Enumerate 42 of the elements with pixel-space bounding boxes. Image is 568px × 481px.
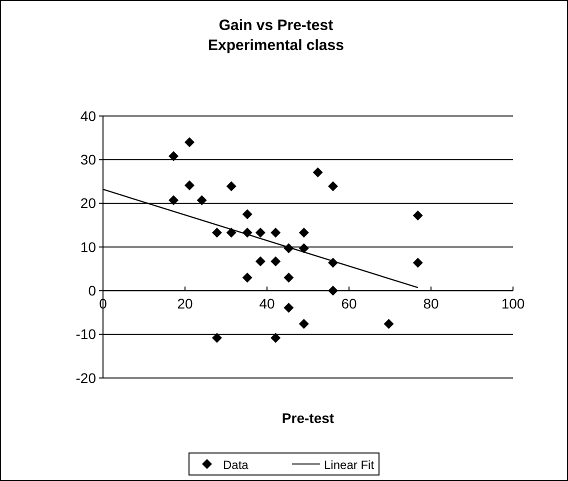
point <box>312 167 323 178</box>
point <box>412 258 423 268</box>
y-tick-label: -20 <box>76 370 96 386</box>
point <box>255 256 266 266</box>
point <box>284 272 294 283</box>
point <box>168 151 179 162</box>
x-tick-label: 80 <box>423 296 439 312</box>
point <box>270 256 281 266</box>
point <box>242 209 252 220</box>
point <box>270 228 281 238</box>
point <box>212 332 222 343</box>
point <box>328 286 338 296</box>
point <box>298 228 309 238</box>
point <box>328 181 338 192</box>
point <box>298 243 309 254</box>
point <box>212 228 222 238</box>
point <box>226 181 236 192</box>
y-tick-label: 20 <box>80 195 96 212</box>
x-tick-label: 40 <box>259 296 275 312</box>
point <box>196 195 207 206</box>
y-tick-label: 30 <box>80 152 96 168</box>
point <box>184 137 195 148</box>
y-tick-label: -10 <box>76 326 96 342</box>
point <box>412 210 423 221</box>
point <box>168 195 179 206</box>
y-tick-label: 40 <box>80 108 96 124</box>
x-tick-label: 60 <box>341 296 357 312</box>
y-tick-label: 10 <box>80 238 96 255</box>
point <box>270 332 281 343</box>
legend-label: Data <box>223 458 249 472</box>
point <box>384 318 394 329</box>
point <box>298 318 309 329</box>
x-axis-title: Pre-test <box>282 410 334 426</box>
point <box>255 228 266 238</box>
y-tick-label: 0 <box>88 282 96 299</box>
point <box>242 272 252 283</box>
point <box>184 180 195 190</box>
legend-label: Linear Fit <box>324 458 375 472</box>
point <box>284 302 294 313</box>
x-tick-label: 20 <box>177 296 193 312</box>
x-tick-label: 100 <box>501 296 525 312</box>
chart-title: Gain vs Pre-test Experimental class <box>208 17 344 54</box>
